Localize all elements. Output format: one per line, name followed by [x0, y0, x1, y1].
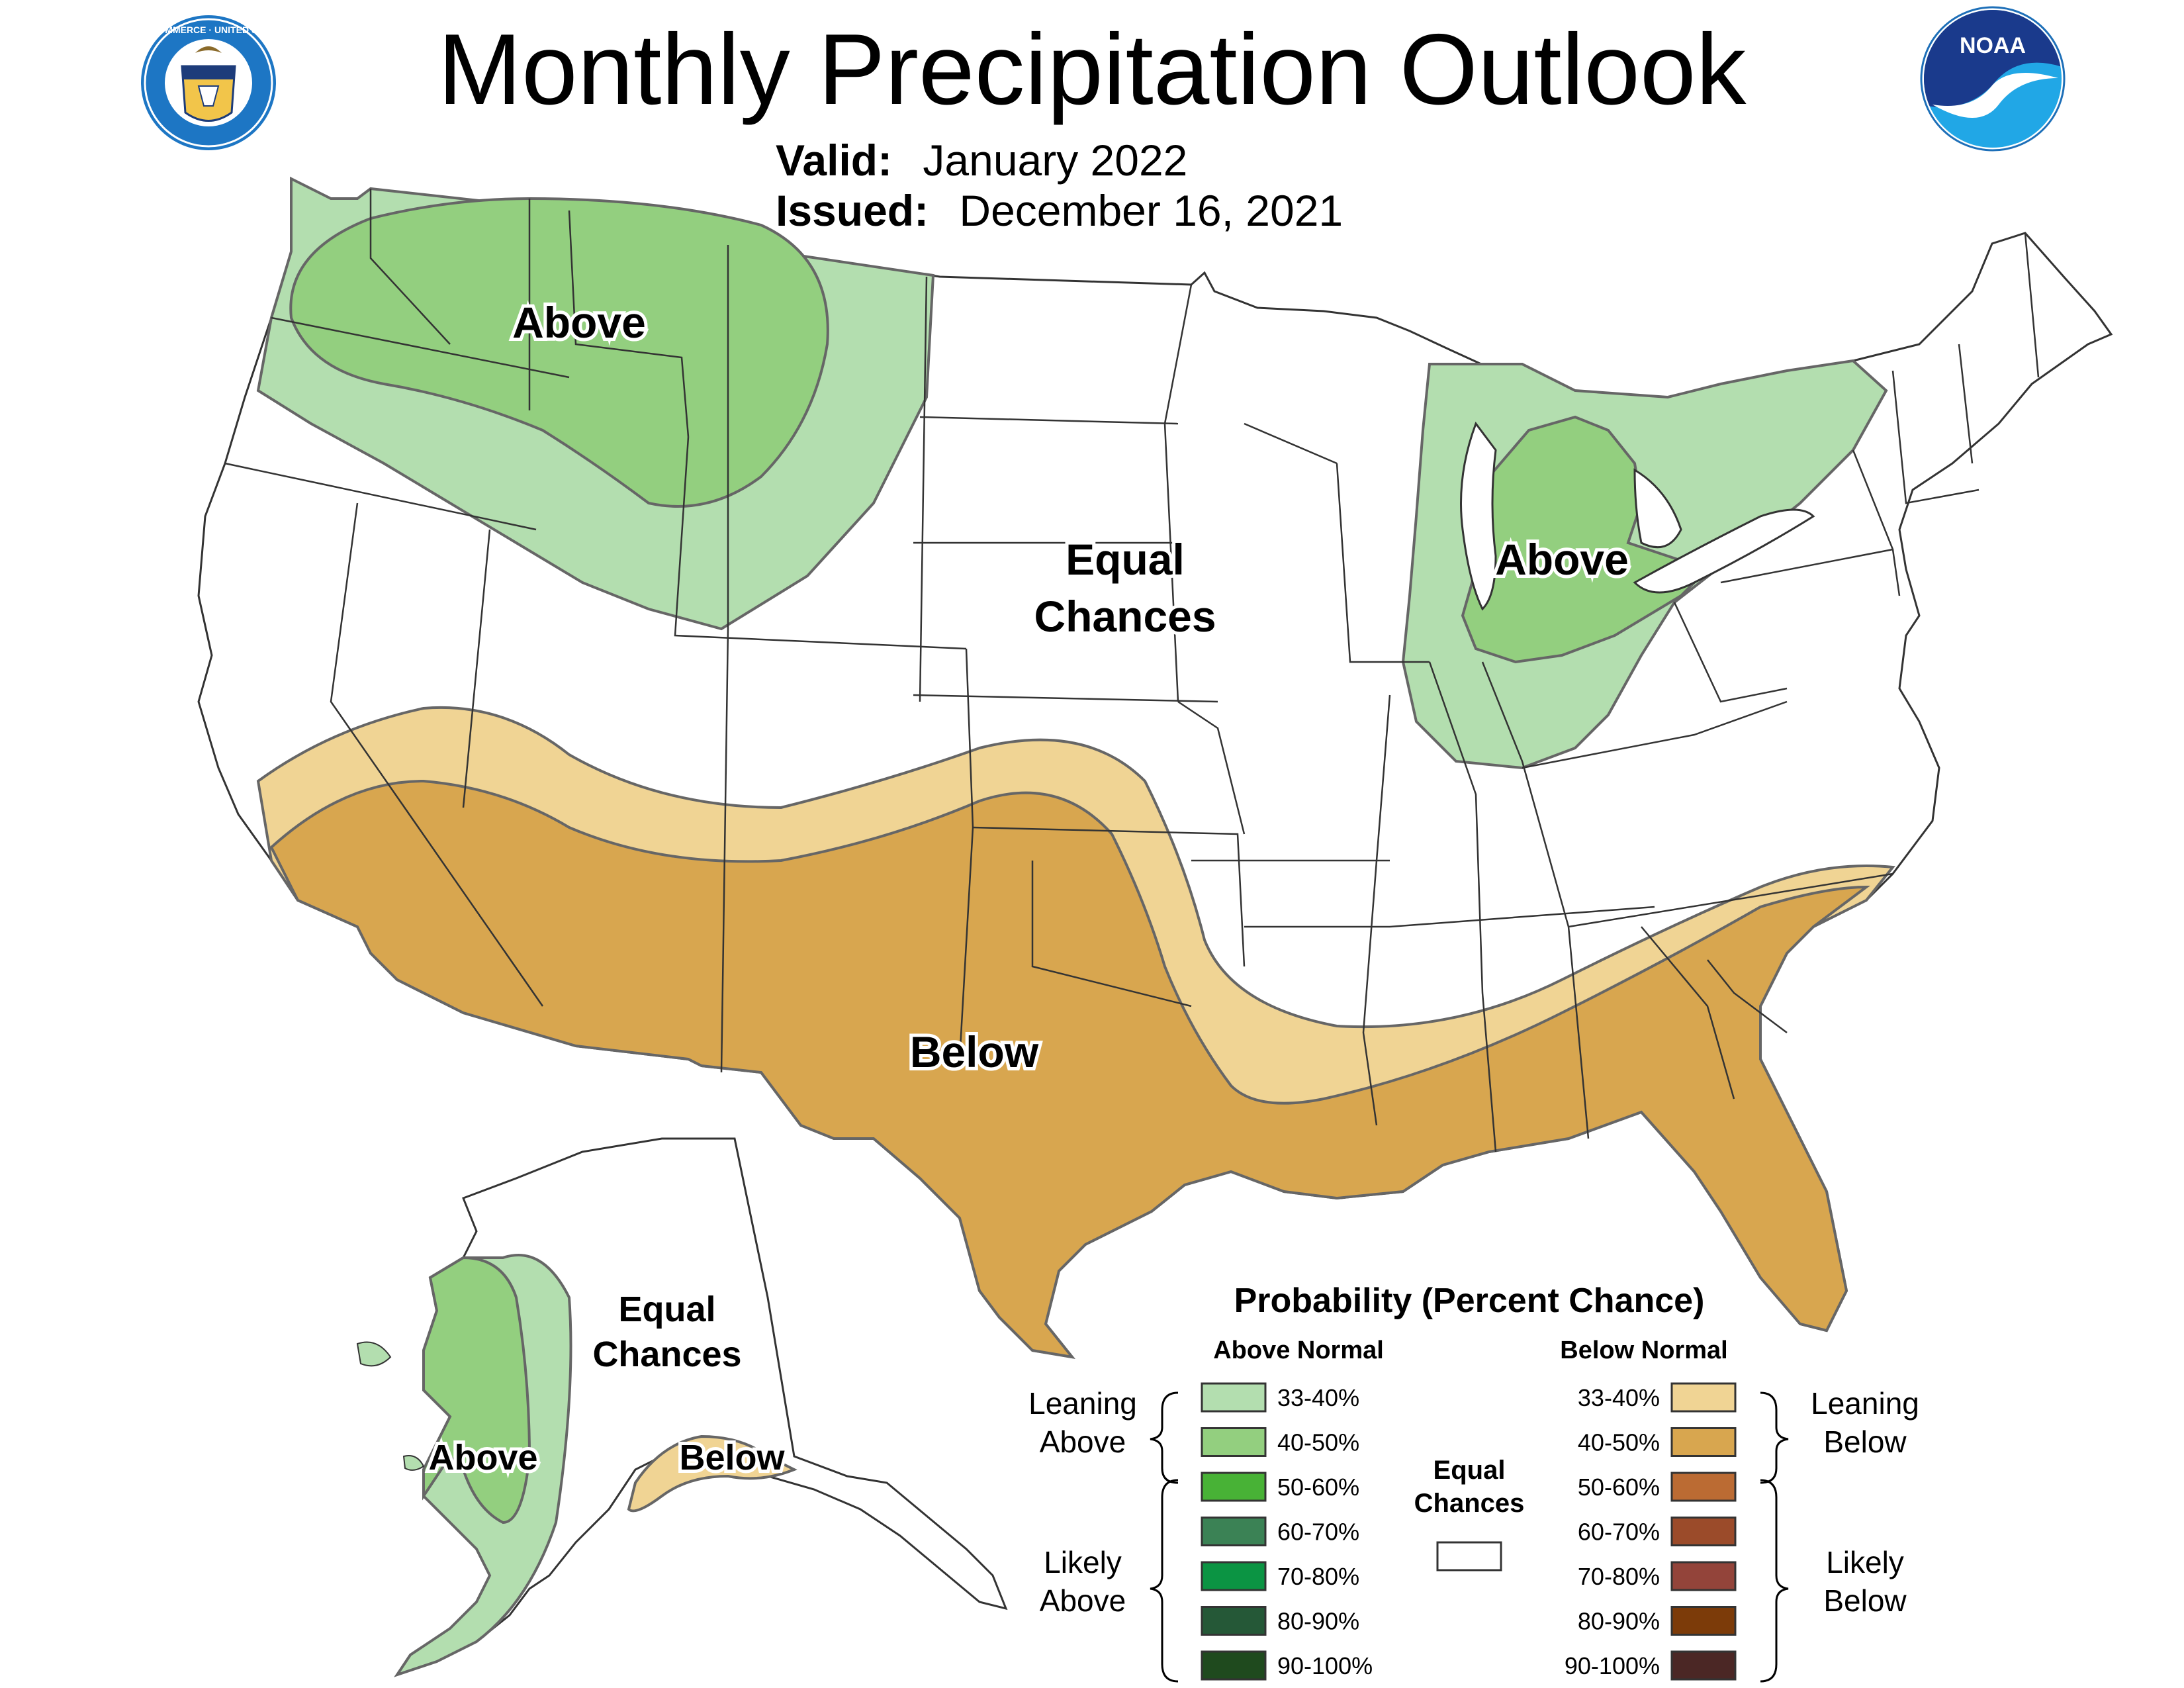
legend-likely-above-1: Likely — [1044, 1545, 1122, 1579]
legend-above-swatch-6 — [1201, 1650, 1267, 1681]
commerce-seal-logo: DEPARTMENT OF COMMERCE · UNITED STATES O… — [139, 15, 278, 150]
legend-below-swatch-5 — [1670, 1606, 1737, 1636]
legend-below-swatch-4 — [1670, 1561, 1737, 1591]
lake-michigan — [1460, 421, 1497, 611]
legend-title: Probability (Percent Chance) — [1234, 1282, 1705, 1320]
legend-below-range-2: 50-60% — [1578, 1474, 1660, 1501]
legend-below-header: Below Normal — [1560, 1336, 1727, 1364]
legend-below-range-4: 70-80% — [1578, 1563, 1660, 1590]
legend-below-range-0: 33-40% — [1578, 1384, 1660, 1411]
legend-leaning-above-1: Leaning — [1028, 1386, 1137, 1421]
legend: Probability (Percent Chance) Above Norma… — [1028, 1282, 1919, 1683]
alaska-below-33-40 — [627, 1434, 797, 1513]
lake-erie — [1633, 508, 1815, 594]
label-alaska-ec-1: Equal — [618, 1289, 715, 1329]
page-title: Monthly Precipitation Outlook — [437, 13, 1747, 126]
label-greatlakes-above: Above — [1495, 535, 1629, 584]
legend-leaning-below-2: Below — [1823, 1425, 1907, 1459]
legend-above-rows: 33-40% 40-50% 50-60% 60-70% 70-80% 80-90% 90-1… — [1201, 1382, 1373, 1681]
noaa-logo: NOAA — [1920, 6, 2066, 152]
legend-leaning-above-2: Above — [1040, 1425, 1126, 1459]
legend-below-range-1: 40-50% — [1578, 1429, 1660, 1456]
label-central-ec-1: Equal — [1066, 535, 1185, 584]
legend-above-range-3: 60-70% — [1277, 1519, 1359, 1546]
alaska-islands — [356, 1341, 425, 1471]
valid-label: Valid: — [776, 136, 893, 185]
label-alaska-above: Above — [428, 1438, 537, 1477]
legend-below-range-6: 90-100% — [1565, 1652, 1660, 1679]
nw-above-40-50 — [289, 197, 829, 508]
legend-below-swatch-3 — [1670, 1517, 1737, 1546]
south-below-40-50 — [269, 779, 1871, 1359]
legend-below-range-5: 80-90% — [1578, 1608, 1660, 1635]
legend-above-swatch-1 — [1201, 1427, 1267, 1457]
issued-label: Issued: — [776, 186, 929, 235]
noaa-text: NOAA — [1960, 33, 2026, 58]
legend-below-swatch-1 — [1670, 1427, 1737, 1457]
seal-text: DEPARTMENT OF COMMERCE · UNITED STATES O… — [139, 24, 278, 35]
legend-equal-2: Chances — [1414, 1489, 1525, 1518]
legend-likely-below-2: Below — [1823, 1583, 1907, 1618]
legend-above-swatch-0 — [1201, 1382, 1267, 1413]
legend-equal-1: Equal — [1433, 1456, 1506, 1485]
lake-huron — [1633, 468, 1682, 549]
legend-above-swatch-2 — [1201, 1472, 1267, 1502]
legend-above-range-5: 80-90% — [1277, 1608, 1359, 1635]
legend-below-swatch-0 — [1670, 1382, 1737, 1413]
label-central-ec-2: Chances — [1034, 592, 1216, 641]
legend-above-range-0: 33-40% — [1277, 1384, 1359, 1411]
legend-below-swatch-6 — [1670, 1650, 1737, 1681]
legend-above-range-1: 40-50% — [1277, 1429, 1359, 1456]
legend-likely-below-1: Likely — [1826, 1545, 1904, 1579]
legend-below-range-3: 60-70% — [1578, 1519, 1660, 1546]
legend-leaning-below-1: Leaning — [1811, 1386, 1919, 1421]
legend-above-range-2: 50-60% — [1277, 1474, 1359, 1501]
legend-below-rows: 33-40% 40-50% 50-60% 60-70% 70-80% 80-90% 90-1… — [1565, 1382, 1737, 1681]
legend-braces — [1150, 1391, 1789, 1683]
legend-above-range-4: 70-80% — [1277, 1563, 1359, 1590]
issued-value: December 16, 2021 — [959, 186, 1343, 235]
label-alaska-ec-2: Chances — [592, 1335, 741, 1374]
legend-above-range-6: 90-100% — [1277, 1652, 1373, 1679]
issued-row: Issued: December 16, 2021 — [776, 185, 1343, 236]
valid-row: Valid: January 2022 — [776, 135, 1187, 185]
state-borders — [224, 189, 2040, 1152]
legend-above-swatch-5 — [1201, 1606, 1267, 1636]
legend-likely-above-2: Above — [1040, 1583, 1126, 1618]
label-nw-above: Above — [512, 298, 646, 347]
alaska-above-40-50 — [422, 1256, 531, 1524]
valid-value: January 2022 — [923, 136, 1188, 185]
legend-above-swatch-4 — [1201, 1561, 1267, 1591]
legend-above-header: Above Normal — [1213, 1336, 1384, 1364]
legend-equal-swatch — [1436, 1541, 1502, 1571]
label-south-below: Below — [910, 1027, 1039, 1076]
legend-below-swatch-2 — [1670, 1472, 1737, 1502]
legend-above-swatch-3 — [1201, 1517, 1267, 1546]
label-alaska-below: Below — [679, 1438, 785, 1477]
